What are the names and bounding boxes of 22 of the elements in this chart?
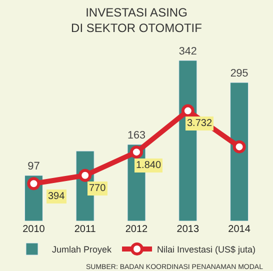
data-label: 394 xyxy=(48,191,66,202)
legend-label: Jumlah Proyek xyxy=(52,244,112,255)
data-label: 1.840 xyxy=(136,160,162,171)
x-tick-label: 2012 xyxy=(125,224,148,235)
point xyxy=(130,146,143,159)
x-tick-label: 2010 xyxy=(22,224,46,235)
data-label: 97 xyxy=(28,160,40,172)
legend-label: Nilai Investasi (US$ juta) xyxy=(157,244,256,255)
point xyxy=(78,168,92,182)
chart-title: INVESTASI ASING DI SEKTOR OTOMOTIF xyxy=(71,5,202,35)
x-tick-label: 2014 xyxy=(228,224,251,235)
x-tick-label: 2011 xyxy=(74,224,96,235)
data-label: 295 xyxy=(230,68,248,80)
data-label: 770 xyxy=(89,183,106,194)
point xyxy=(181,104,194,118)
data-label: 163 xyxy=(128,130,146,142)
data-label: 3.732 xyxy=(187,118,212,129)
data-label: 342 xyxy=(178,46,197,58)
x-tick-label: 2013 xyxy=(176,224,200,235)
bar xyxy=(230,82,249,221)
point xyxy=(27,177,40,190)
point xyxy=(232,140,246,154)
